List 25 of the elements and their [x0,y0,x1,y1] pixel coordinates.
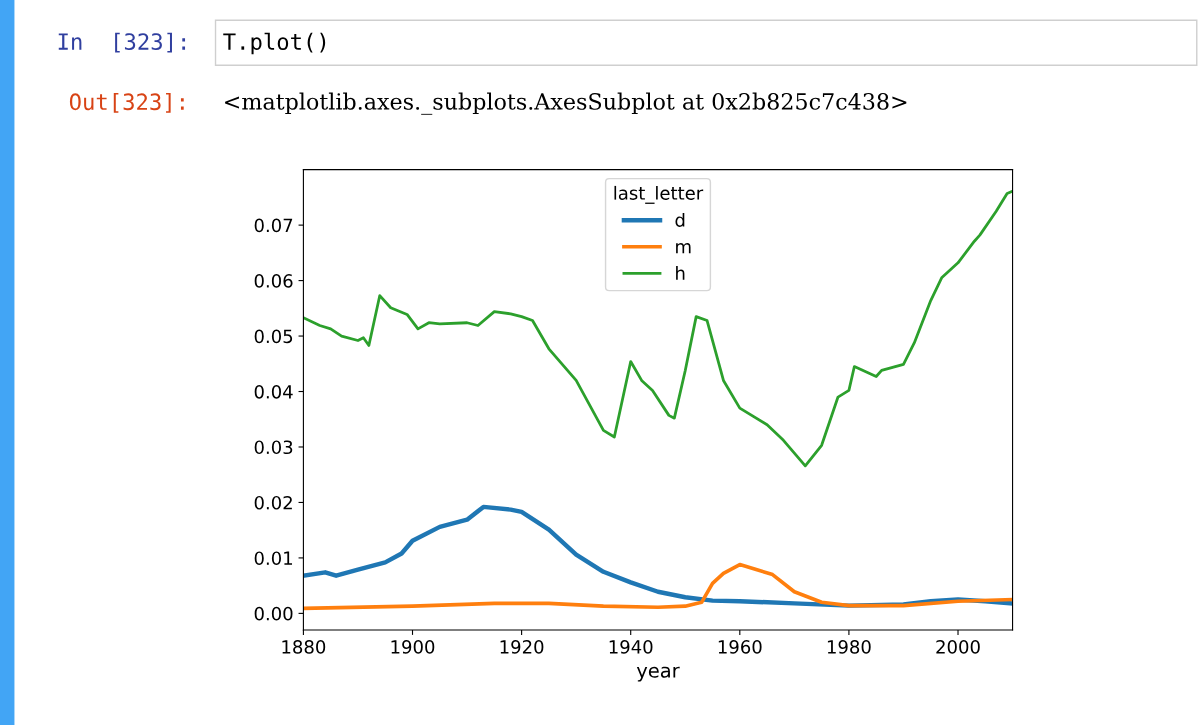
x-tick-label: 1900 [391,640,435,654]
x-tick-label: 2000 [936,640,980,654]
x-tick-label: 1940 [609,640,653,654]
y-tick-label: 0.01 [254,551,293,566]
x-tick-label: 1960 [718,640,762,654]
x-tick-label: 1980 [827,640,871,654]
text: In [323]: [58,32,186,53]
legend-label: m [676,243,691,254]
y-tick-label: 0.05 [254,329,293,344]
text: Out[323]: [69,92,184,113]
legend-label: d [675,212,685,227]
legend-title: last_letter [614,185,704,204]
y-tick-label: 0.03 [254,440,293,455]
y-tick-label: 0.00 [254,606,293,621]
x-tick-label: 1880 [282,640,326,654]
text: <matplotlib.axes._subplots.AxesSubplot at 0x2b825c7c438> [225,92,907,115]
legend-label: h [676,265,685,280]
x-tick-label: 1920 [500,640,544,654]
line-series [303,562,1013,611]
x-axis-title: year [636,666,680,682]
y-tick-label: 0.02 [254,495,292,510]
y-tick-label: 0.07 [254,218,293,233]
y-tick-label: 0.04 [254,384,293,399]
text: T.plot() [223,32,326,55]
y-tick-label: 0.06 [254,274,293,288]
